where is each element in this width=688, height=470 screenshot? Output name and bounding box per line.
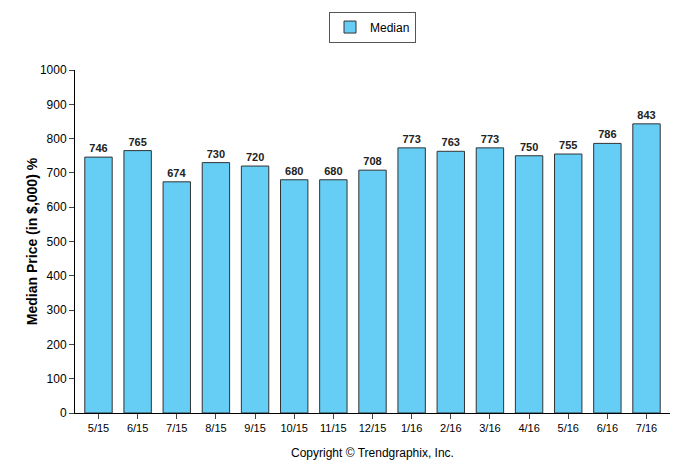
svg-text:773: 773 <box>402 133 420 145</box>
svg-text:730: 730 <box>207 148 225 160</box>
svg-text:600: 600 <box>47 200 67 214</box>
svg-text:1000: 1000 <box>40 63 67 77</box>
svg-text:7/16: 7/16 <box>636 422 657 434</box>
svg-text:Median Price (in $,000) %: Median Price (in $,000) % <box>24 157 40 325</box>
svg-text:8/15: 8/15 <box>205 422 226 434</box>
svg-text:200: 200 <box>47 338 67 352</box>
svg-text:6/15: 6/15 <box>127 422 148 434</box>
svg-text:773: 773 <box>481 133 499 145</box>
svg-text:5/16: 5/16 <box>558 422 579 434</box>
svg-text:7/15: 7/15 <box>166 422 187 434</box>
svg-text:6/16: 6/16 <box>597 422 618 434</box>
svg-text:800: 800 <box>47 132 67 146</box>
svg-text:400: 400 <box>47 269 67 283</box>
svg-text:700: 700 <box>47 166 67 180</box>
svg-text:2/16: 2/16 <box>440 422 461 434</box>
svg-text:765: 765 <box>128 136 146 148</box>
svg-text:680: 680 <box>324 165 342 177</box>
svg-text:843: 843 <box>637 109 655 121</box>
svg-text:Copyright © Trendgraphix, Inc.: Copyright © Trendgraphix, Inc. <box>291 446 454 460</box>
svg-text:750: 750 <box>520 141 538 153</box>
svg-text:674: 674 <box>167 167 186 179</box>
svg-text:100: 100 <box>47 372 67 386</box>
svg-text:746: 746 <box>89 142 107 154</box>
svg-text:763: 763 <box>442 136 460 148</box>
svg-text:755: 755 <box>559 139 577 151</box>
svg-text:786: 786 <box>598 128 616 140</box>
svg-text:680: 680 <box>285 165 303 177</box>
svg-text:1/16: 1/16 <box>401 422 422 434</box>
svg-text:10/15: 10/15 <box>280 422 308 434</box>
svg-text:300: 300 <box>47 303 67 317</box>
svg-text:3/16: 3/16 <box>479 422 500 434</box>
svg-text:Median: Median <box>370 21 409 35</box>
svg-text:708: 708 <box>363 155 381 167</box>
svg-text:11/15: 11/15 <box>320 422 347 434</box>
svg-text:900: 900 <box>47 98 67 112</box>
svg-text:500: 500 <box>47 235 67 249</box>
svg-text:5/15: 5/15 <box>88 422 109 434</box>
svg-text:720: 720 <box>246 151 264 163</box>
svg-text:0: 0 <box>60 406 67 420</box>
svg-text:4/16: 4/16 <box>518 422 539 434</box>
svg-text:9/15: 9/15 <box>244 422 265 434</box>
svg-text:12/15: 12/15 <box>359 422 387 434</box>
